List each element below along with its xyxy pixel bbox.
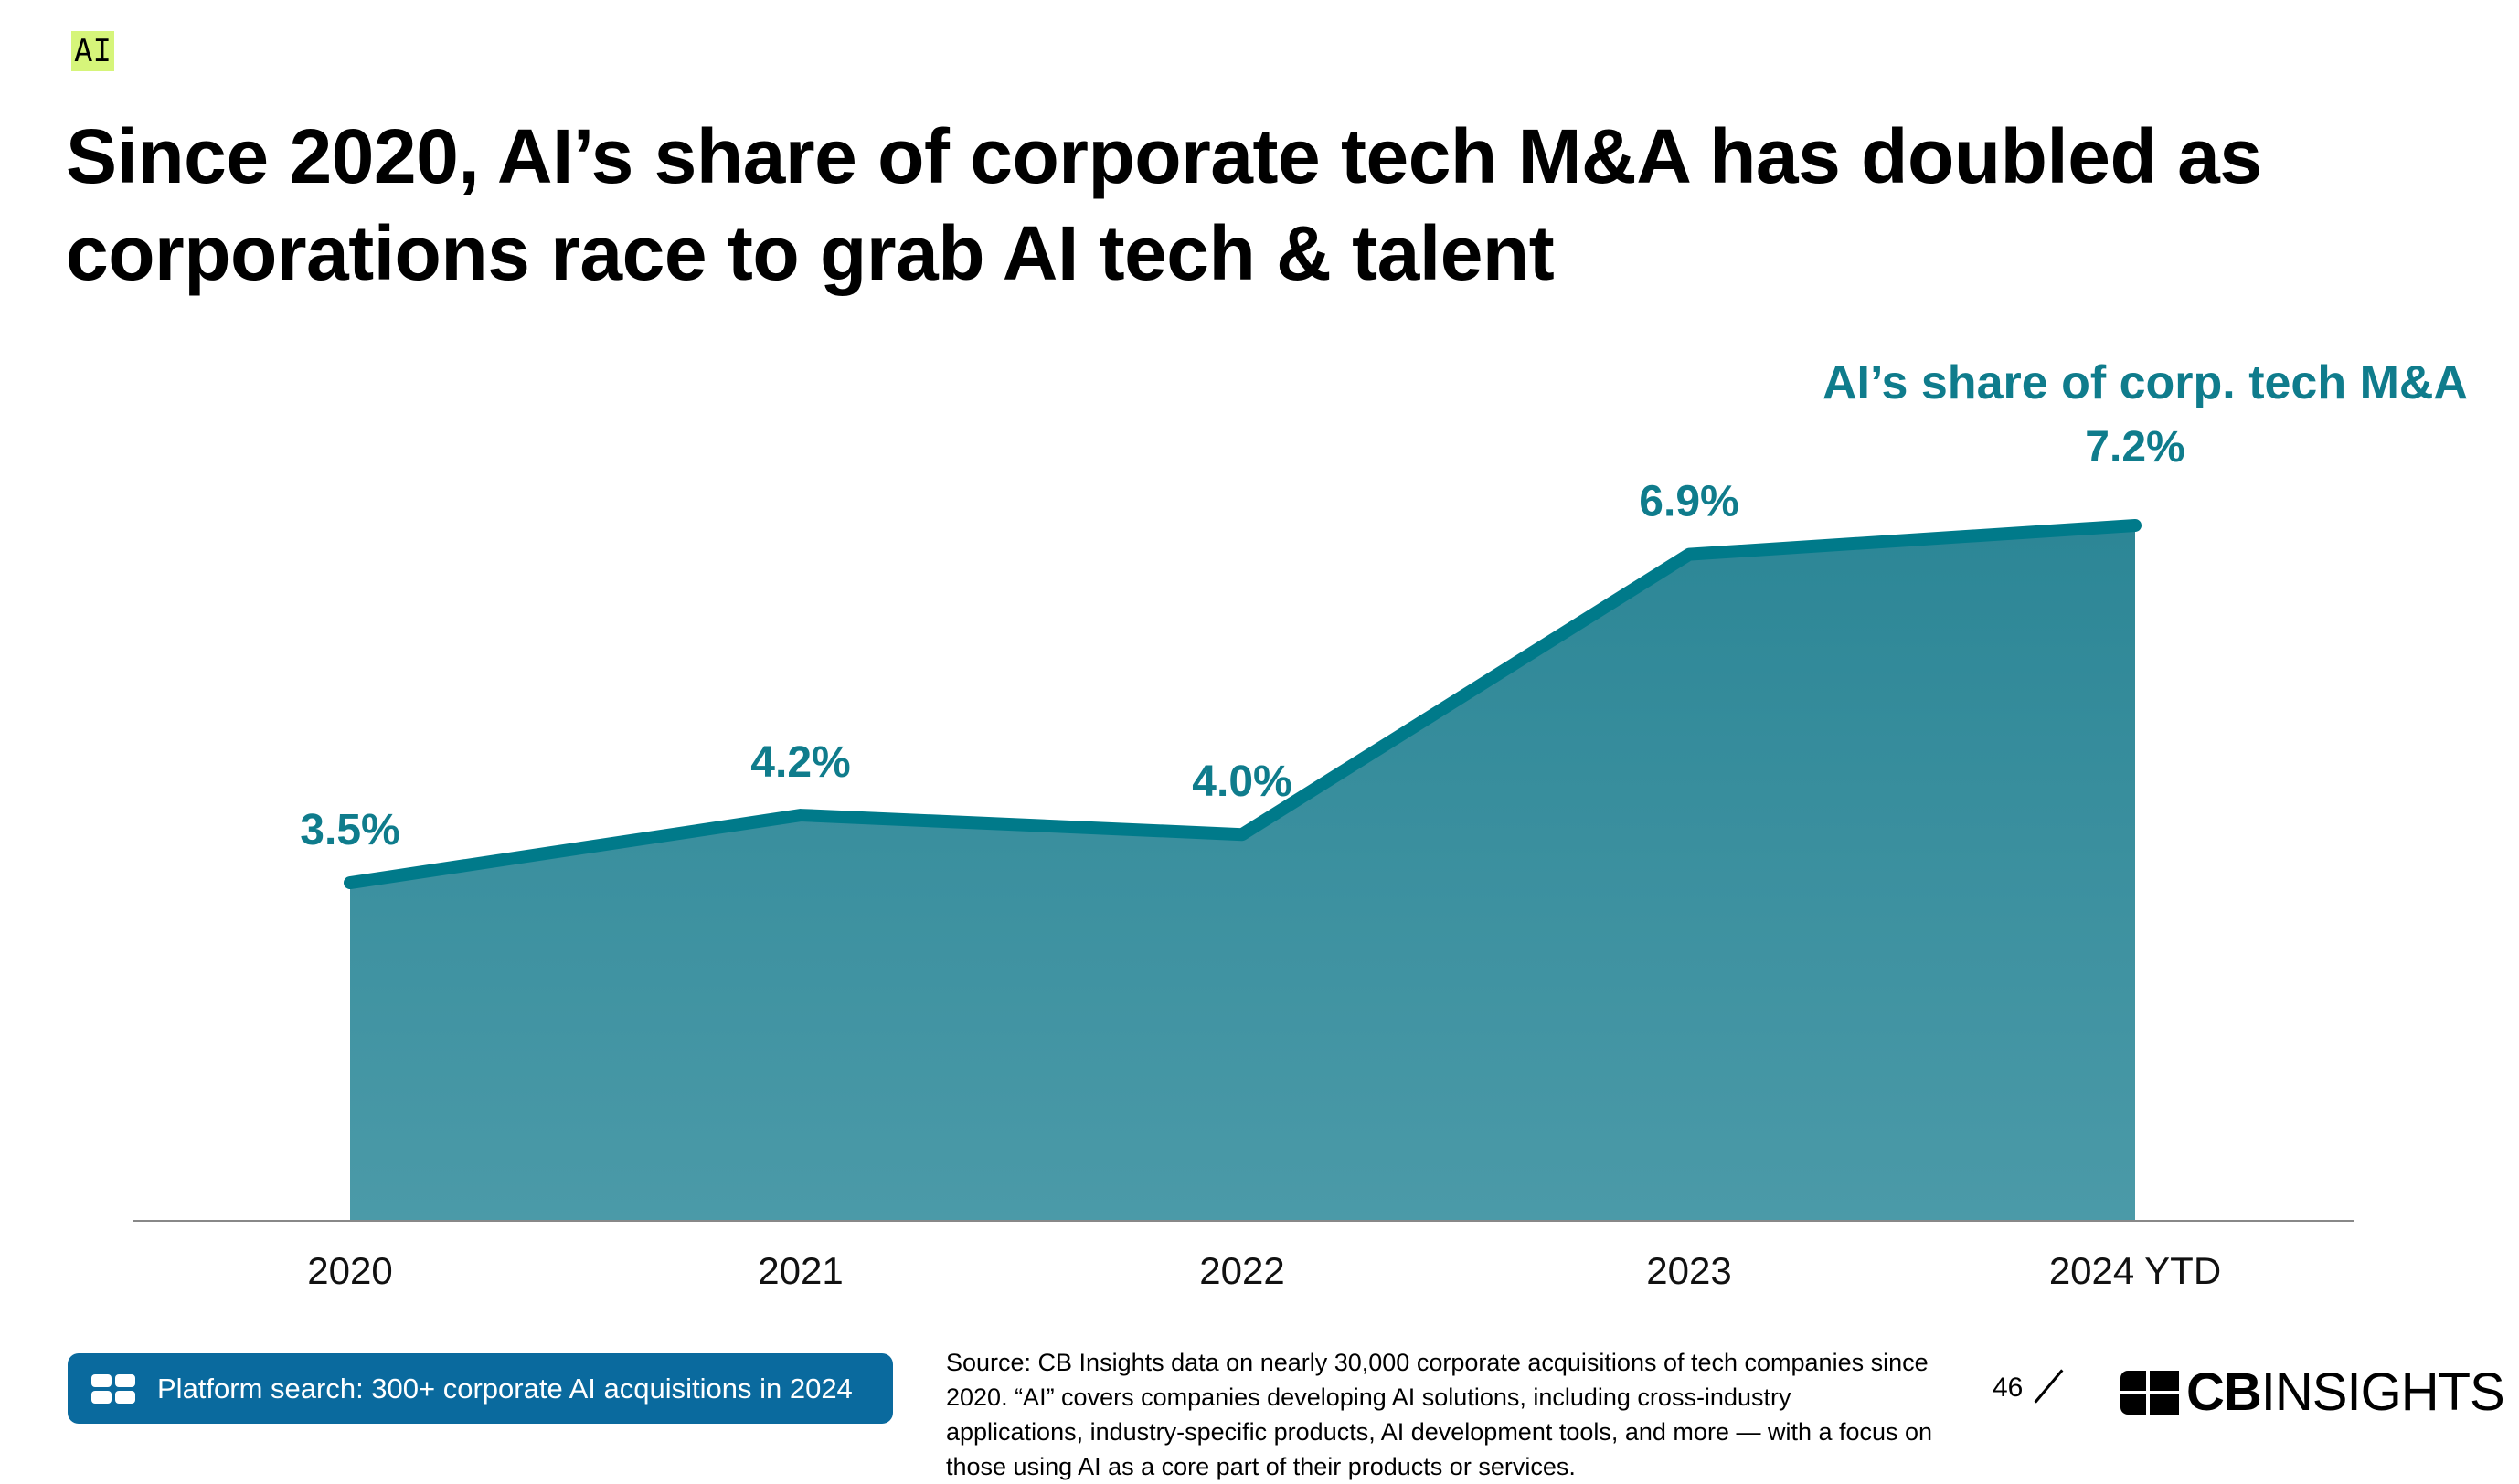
x-tick-label: 2021 <box>758 1249 843 1292</box>
title-line-1: Since 2020, AI’s share of corporate tech… <box>66 113 2262 199</box>
page-title: Since 2020, AI’s share of corporate tech… <box>66 108 2442 302</box>
series-legend-label: AI’s share of corp. tech M&A <box>1823 356 2468 409</box>
series-line <box>344 518 2142 890</box>
platform-search-button[interactable]: Platform search: 300+ corporate AI acqui… <box>68 1353 893 1424</box>
area-fill <box>350 525 2135 1221</box>
area-chart: 2020 3.5% 2021 4.2% 2022 4.0% 2023 6.9% 2024 YTD… <box>133 356 2468 1292</box>
source-note: Source: CB Insights data on nearly 30,00… <box>946 1349 1933 1480</box>
page-number: 46 <box>1993 1373 2024 1403</box>
cb-logo-icon <box>2120 1370 2179 1415</box>
divider-slash <box>2034 1369 2064 1404</box>
topic-tag: AI <box>71 31 114 71</box>
logo-text-light: INSIGHTS <box>2260 1362 2505 1422</box>
x-tick-label: 2020 <box>307 1249 392 1292</box>
x-tick-label: 2022 <box>1199 1249 1284 1292</box>
platform-search-label: Platform search: 300+ corporate AI acqui… <box>157 1372 853 1404</box>
platform-grid-icon <box>91 1373 135 1404</box>
cb-insights-logo: CBINSIGHTS <box>2120 1362 2505 1423</box>
logo-text-bold: CB <box>2186 1362 2262 1422</box>
title-line-2: corporations race to grab AI tech & tale… <box>66 210 1555 296</box>
data-label: 3.5% <box>300 806 399 854</box>
data-label: 7.2% <box>2085 423 2184 472</box>
data-label: 4.0% <box>1192 758 1291 806</box>
x-tick-label: 2023 <box>1646 1249 1731 1292</box>
x-tick-label: 2024 YTD <box>2049 1249 2221 1292</box>
data-label: 4.2% <box>750 738 850 787</box>
data-label: 6.9% <box>1639 478 1738 526</box>
